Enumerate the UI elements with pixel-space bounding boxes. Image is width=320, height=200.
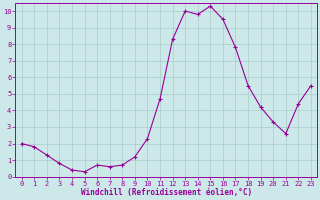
X-axis label: Windchill (Refroidissement éolien,°C): Windchill (Refroidissement éolien,°C)	[81, 188, 252, 197]
